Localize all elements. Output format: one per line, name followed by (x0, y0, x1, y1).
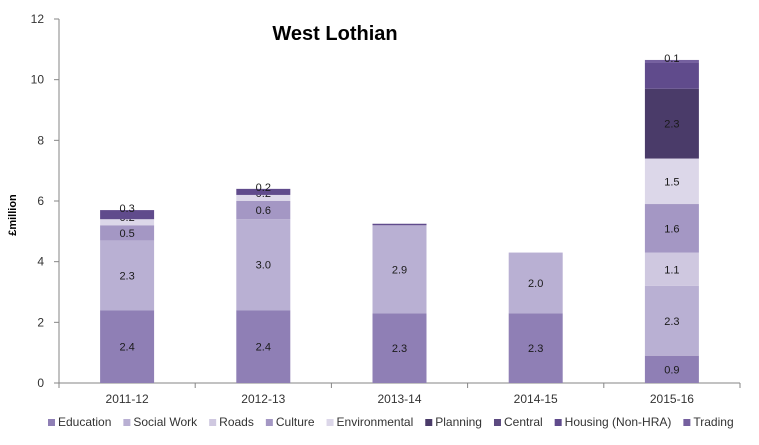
legend-swatch (209, 419, 217, 426)
bar-segment (100, 210, 155, 220)
data-label: 3.0 (256, 260, 271, 272)
bar-segment (508, 252, 563, 314)
legend-label: Housing (Non-HRA) (565, 415, 672, 429)
y-tick-label: 12 (31, 12, 45, 26)
legend-label: Trading (693, 415, 733, 429)
legend: Education Social Work Roads Culture Environm… (48, 415, 734, 429)
bar-segment (236, 219, 291, 311)
legend-label: Social Work (133, 415, 198, 429)
legend-swatch (493, 419, 501, 426)
bar-segment (372, 223, 427, 226)
legend-label: Culture (276, 415, 315, 429)
bar-segment (100, 240, 155, 311)
data-label: 0.5 (119, 228, 134, 240)
data-label: 2.4 (119, 342, 134, 354)
x-tick-label: 2014-15 (514, 392, 558, 406)
data-label: 2.4 (256, 342, 271, 354)
data-label: 2.3 (119, 270, 134, 282)
x-tick-label: 2013-14 (377, 392, 421, 406)
bar-segment (644, 62, 699, 89)
data-label: 1.5 (664, 176, 679, 188)
data-label: 0.9 (664, 364, 679, 376)
axes: 0 2 4 6 8 10 12 2011-12 2012-13 2013-14 2014-15 201… (31, 12, 741, 406)
bar-segment (236, 194, 291, 201)
bar-segment (644, 285, 699, 356)
legend-swatch (425, 419, 433, 426)
legend-label: Central (504, 415, 543, 429)
bar-segment (508, 313, 563, 383)
chart-title: West Lothian (272, 23, 397, 45)
legend-swatch (326, 419, 334, 426)
bar-segment (644, 88, 699, 159)
x-tick-label: 2011-12 (106, 392, 149, 406)
data-label: 1.1 (664, 264, 679, 276)
legend-label: Planning (435, 415, 482, 429)
y-tick-label: 6 (37, 194, 44, 208)
bar-segment (100, 219, 155, 226)
data-label: 2.3 (664, 119, 679, 131)
y-tick-label: 8 (37, 133, 44, 147)
y-tick-label: 4 (37, 255, 44, 269)
bar-segment (644, 59, 699, 63)
data-label: 2.3 (528, 343, 543, 355)
bar-segment (100, 310, 155, 383)
bar-segment (236, 188, 291, 195)
legend-label: Environmental (337, 415, 414, 429)
bar-segment (644, 252, 699, 286)
bar-segment (644, 158, 699, 205)
legend-label: Roads (219, 415, 254, 429)
bar-segment (372, 225, 427, 314)
legend-swatch (554, 419, 562, 426)
y-tick-label: 2 (37, 315, 44, 329)
bar-segment (644, 355, 699, 383)
legend-label: Education (58, 415, 111, 429)
x-tick-label: 2015-16 (650, 392, 694, 406)
bar-segment (100, 225, 155, 241)
bar-segment (644, 204, 699, 253)
data-label: 2.3 (664, 316, 679, 328)
legend-swatch (48, 419, 55, 426)
data-label: 0.1 (664, 53, 679, 65)
data-label: 0.6 (256, 205, 271, 217)
bar-segment (236, 201, 291, 220)
bar-segment (236, 310, 291, 383)
data-label: 2.9 (392, 264, 407, 276)
y-tick-label: 0 (37, 376, 44, 390)
legend-swatch (265, 419, 273, 426)
bars: 2.42.30.50.20.32.43.00.60.20.22.32.92.32… (100, 53, 699, 383)
x-tick-label: 2012-13 (241, 392, 285, 406)
y-axis-label: £million (7, 194, 19, 236)
data-label: 2.3 (392, 343, 407, 355)
legend-swatch (123, 419, 131, 426)
data-label: 2.0 (528, 278, 543, 290)
data-label: 1.6 (664, 223, 679, 235)
data-label: 0.2 (256, 182, 271, 194)
bar-segment (372, 313, 427, 383)
legend-swatch (683, 419, 691, 426)
data-label: 0.3 (119, 203, 134, 215)
y-tick-label: 10 (31, 73, 45, 87)
